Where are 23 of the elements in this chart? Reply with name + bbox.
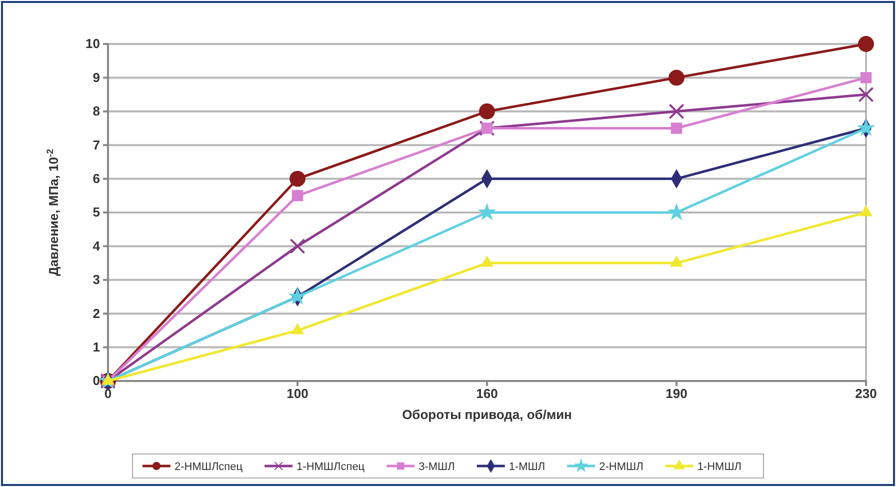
x-tick-label: 100 [286, 386, 308, 402]
x-tick-label: 190 [666, 386, 688, 402]
legend-label: 1-МШЛ [508, 461, 546, 473]
legend-label: 2-НМШЛспец [174, 461, 244, 473]
x-tick-label: 0 [104, 386, 112, 402]
x-axis-title: Обороты привода, об/мин [402, 407, 572, 422]
y-tick-label: 4 [92, 238, 101, 254]
y-tick-label: 6 [92, 170, 100, 186]
y-tick-label: 9 [92, 70, 100, 85]
legend-label: 2-НМШЛ [599, 461, 644, 473]
y-tick-label: 0 [92, 373, 100, 388]
y-tick-label: 5 [92, 204, 100, 220]
y-tick-label: 8 [92, 104, 100, 119]
x-tick-label: 160 [476, 386, 498, 402]
y-tick-label: 2 [92, 306, 100, 321]
legend-label: 1-НМШЛспец [296, 461, 366, 473]
legend-label: 1-НМШЛ [697, 461, 742, 473]
x-tick-label: 230 [855, 386, 877, 402]
y-tick-label: 1 [92, 339, 100, 354]
legend-label: 3-МШЛ [418, 461, 455, 473]
y-tick-label: 3 [92, 272, 100, 288]
y-tick-label: 7 [92, 137, 100, 152]
y-tick-label: 10 [86, 36, 100, 52]
